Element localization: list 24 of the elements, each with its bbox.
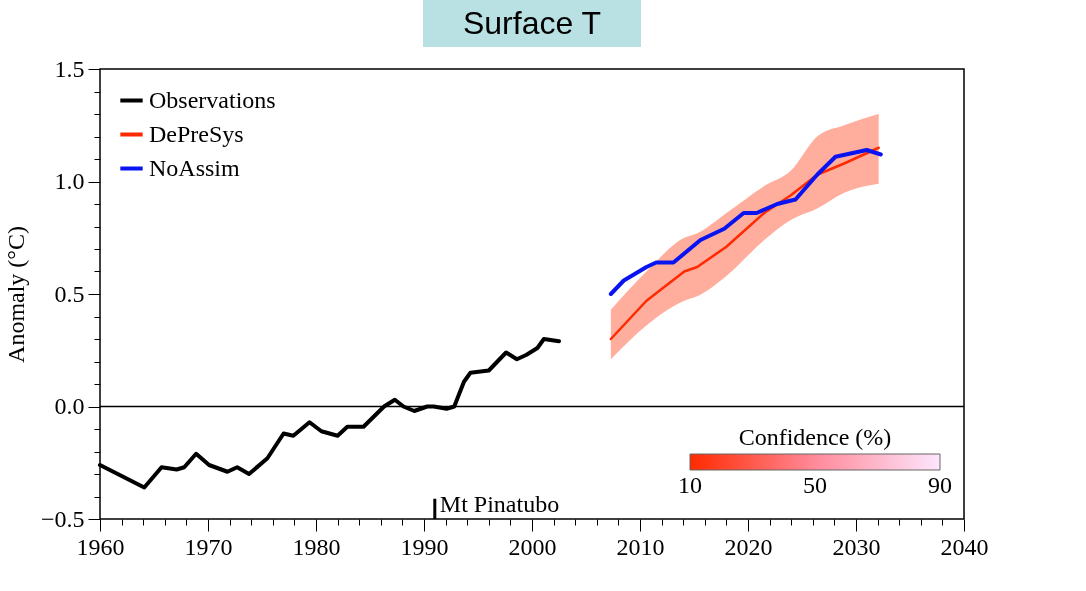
annotation: 90 — [928, 472, 952, 498]
x-tick-label: 2020 — [724, 533, 773, 560]
y-tick-label: 1.0 — [54, 168, 85, 194]
annotation: Confidence (%) — [738, 424, 892, 450]
x-tick-label: 1990 — [400, 533, 449, 560]
y-tick-label: 0.0 — [54, 393, 85, 419]
x-tick-label: 1970 — [184, 533, 233, 560]
x-tick-label: 1960 — [76, 533, 125, 560]
legend-label: Observations — [149, 86, 276, 113]
legend-label: DePreSys — [149, 120, 244, 147]
x-tick-label: 2010 — [616, 533, 665, 560]
legend-label: NoAssim — [149, 154, 241, 181]
y-tick-label: −0.5 — [40, 505, 85, 532]
x-tick-label: 2030 — [832, 533, 881, 560]
x-tick-label: 2000 — [508, 533, 557, 560]
y-axis-title: Anomaly (°C) — [2, 226, 29, 363]
x-tick-label: 2040 — [940, 533, 989, 560]
x-tick-label: 1980 — [292, 533, 341, 560]
annotation: 10 — [678, 472, 702, 498]
y-tick-label: 0.5 — [54, 280, 85, 307]
y-tick-label: 1.5 — [54, 55, 85, 82]
ref-line-label: Mt Pinatubo — [439, 491, 560, 517]
annotation: 50 — [803, 472, 827, 498]
chart-title: Surface T — [462, 5, 602, 41]
